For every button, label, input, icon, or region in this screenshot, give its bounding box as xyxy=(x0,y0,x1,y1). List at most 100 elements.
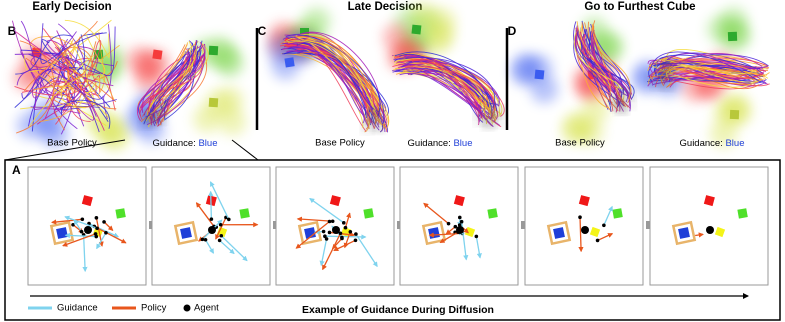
target-outline xyxy=(173,220,199,246)
trajectory xyxy=(20,51,82,95)
cube-region xyxy=(709,119,738,148)
agent xyxy=(84,226,92,234)
frame xyxy=(151,166,271,286)
agent xyxy=(706,226,714,234)
cube xyxy=(487,208,498,219)
trajectory xyxy=(12,20,71,95)
cube xyxy=(180,227,192,239)
zoom-lines xyxy=(4,139,259,161)
trajectory xyxy=(653,62,760,74)
trajectory-panel xyxy=(511,16,635,146)
end-point xyxy=(476,108,485,117)
cube xyxy=(589,226,601,238)
trajectory xyxy=(14,75,101,96)
guidance-arrow xyxy=(603,205,613,226)
cube xyxy=(363,208,374,219)
caption: Base Policy xyxy=(47,138,97,149)
trajectory xyxy=(401,60,500,107)
caption: Base Policy xyxy=(315,138,365,149)
agent-sample xyxy=(200,237,205,242)
agent-sample xyxy=(348,229,353,234)
trajectory xyxy=(581,22,613,104)
cube xyxy=(729,109,740,120)
trajectory xyxy=(33,91,81,114)
target-outline xyxy=(546,220,572,246)
frame xyxy=(649,166,769,286)
cube-region xyxy=(16,111,45,140)
policy-arrow xyxy=(578,217,584,253)
end-point xyxy=(616,86,625,95)
trajectory xyxy=(649,61,755,77)
agent-sample xyxy=(341,221,346,225)
trajectory xyxy=(41,34,85,71)
cube xyxy=(329,195,341,207)
cube xyxy=(208,45,219,56)
trajectory xyxy=(15,31,76,119)
cube xyxy=(239,208,250,219)
agent-sample xyxy=(602,223,606,228)
trajectory xyxy=(24,20,98,92)
agent xyxy=(456,226,464,234)
trajectory xyxy=(68,41,101,99)
end-point xyxy=(476,115,485,124)
caption: Base Policy xyxy=(555,138,605,149)
trajectory-panel xyxy=(124,36,247,144)
cube xyxy=(612,208,623,219)
cube-region xyxy=(581,95,610,124)
cube xyxy=(428,227,440,239)
agent-sample xyxy=(203,237,208,242)
cube xyxy=(152,49,163,60)
agent-sample xyxy=(474,234,479,239)
trajectory xyxy=(163,53,195,121)
guidance-arrow xyxy=(319,238,328,267)
policy-arrow xyxy=(445,226,456,235)
guidance-arrow xyxy=(64,215,98,229)
trajectory xyxy=(655,59,763,83)
cube-region xyxy=(427,20,456,49)
trajectory xyxy=(137,56,199,122)
end-point xyxy=(622,89,631,98)
cube xyxy=(304,227,316,239)
agent-sample xyxy=(343,225,348,230)
policy-arrow xyxy=(215,217,227,240)
agent-sample xyxy=(93,232,98,236)
end-point xyxy=(664,80,673,89)
cube xyxy=(578,195,590,207)
agent-sample xyxy=(595,238,600,243)
trajectory xyxy=(40,23,103,65)
trajectory-panel xyxy=(382,1,505,128)
trajectory xyxy=(139,56,203,121)
guidance-arrow xyxy=(219,239,235,255)
agent-sample xyxy=(323,234,327,239)
trajectory xyxy=(42,28,70,71)
guidance-arrow xyxy=(324,234,367,240)
cube xyxy=(737,208,748,219)
agent-sample xyxy=(327,230,332,235)
cube xyxy=(56,227,68,239)
end-point xyxy=(489,109,498,118)
diffusion-steps xyxy=(27,166,769,286)
frame xyxy=(524,166,644,286)
policy-arrow xyxy=(62,233,96,247)
end-point xyxy=(485,119,494,128)
trajectory xyxy=(30,36,115,101)
target-outline xyxy=(49,220,75,246)
agent-sample xyxy=(327,219,332,224)
legend-label: Agent xyxy=(194,303,219,314)
panel-a-box xyxy=(4,159,781,321)
panel-a-caption: Example of Guidance During Diffusion xyxy=(302,304,494,316)
agent-sample xyxy=(104,230,108,235)
trajectory xyxy=(61,61,71,107)
agent-sample xyxy=(340,235,344,240)
policy-arrow xyxy=(423,202,449,225)
agent xyxy=(208,226,216,234)
panel-title: Go to Furthest Cube xyxy=(584,1,695,13)
cube-region xyxy=(302,7,331,36)
frame xyxy=(275,166,395,286)
trajectory xyxy=(404,66,495,118)
diffusion-frame xyxy=(524,166,644,286)
policy-arrow xyxy=(344,212,352,228)
trajectory xyxy=(573,32,619,90)
trajectory xyxy=(20,20,78,130)
legend-label: Guidance xyxy=(57,303,98,314)
